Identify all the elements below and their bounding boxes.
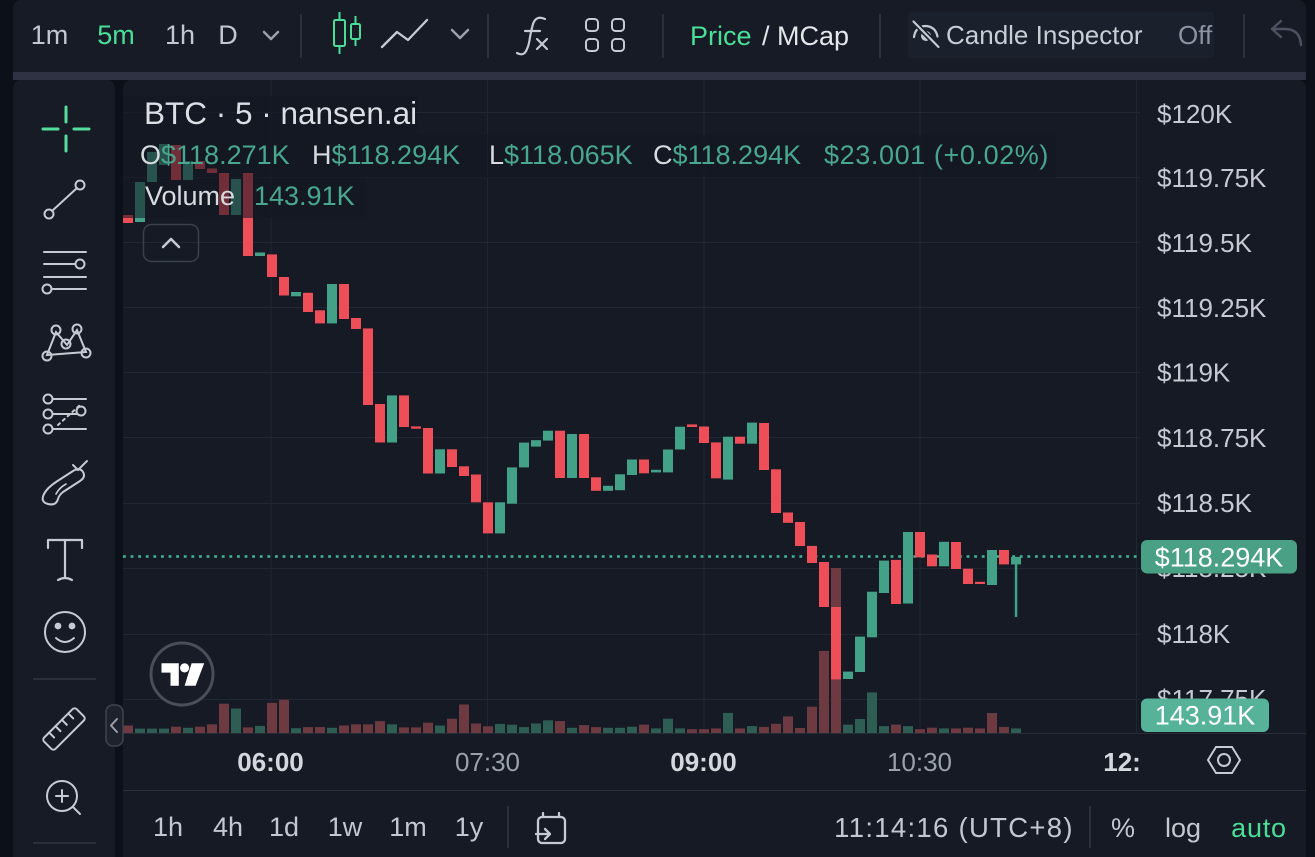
svg-text:Price: Price	[690, 21, 752, 51]
svg-text:$119.25K: $119.25K	[1157, 293, 1267, 323]
svg-text:$119K: $119K	[1157, 358, 1231, 388]
svg-text:09:00: 09:00	[670, 747, 737, 777]
svg-text:1w: 1w	[328, 812, 363, 842]
svg-text:D: D	[218, 20, 238, 50]
svg-text:auto: auto	[1231, 813, 1287, 843]
svg-text:1y: 1y	[455, 812, 484, 842]
svg-text:143.91K: 143.91K	[1155, 701, 1256, 731]
svg-text:$118K: $118K	[1157, 619, 1231, 649]
svg-text:log: log	[1165, 813, 1201, 843]
svg-text:1d: 1d	[269, 812, 299, 842]
svg-text:$118.75K: $118.75K	[1157, 423, 1267, 453]
svg-text:4h: 4h	[213, 812, 243, 842]
svg-text:Off: Off	[1178, 20, 1213, 50]
svg-text:11:14:16 (UTC+8): 11:14:16 (UTC+8)	[834, 812, 1074, 843]
svg-text:%: %	[1111, 813, 1135, 843]
svg-text:$118.5K: $118.5K	[1157, 488, 1253, 518]
svg-text:07:30: 07:30	[455, 747, 520, 777]
svg-text:1h: 1h	[165, 20, 195, 50]
svg-text:$119.75K: $119.75K	[1157, 163, 1267, 193]
svg-text:Candle Inspector: Candle Inspector	[946, 20, 1143, 50]
svg-text:1m: 1m	[31, 20, 69, 50]
svg-text:12:00: 12:00	[1103, 747, 1170, 777]
svg-text:$118.294K: $118.294K	[1155, 543, 1284, 573]
svg-text:1m: 1m	[389, 812, 427, 842]
svg-text:$120K: $120K	[1157, 99, 1233, 129]
svg-text:BTC · 5 · nansen.ai: BTC · 5 · nansen.ai	[144, 95, 417, 131]
svg-text:1h: 1h	[153, 812, 183, 842]
svg-text:/ MCap: / MCap	[762, 21, 849, 51]
svg-text:$119.5K: $119.5K	[1157, 228, 1253, 258]
svg-text:5m: 5m	[97, 20, 135, 50]
svg-text:06:00: 06:00	[237, 747, 304, 777]
svg-text:10:30: 10:30	[887, 747, 952, 777]
